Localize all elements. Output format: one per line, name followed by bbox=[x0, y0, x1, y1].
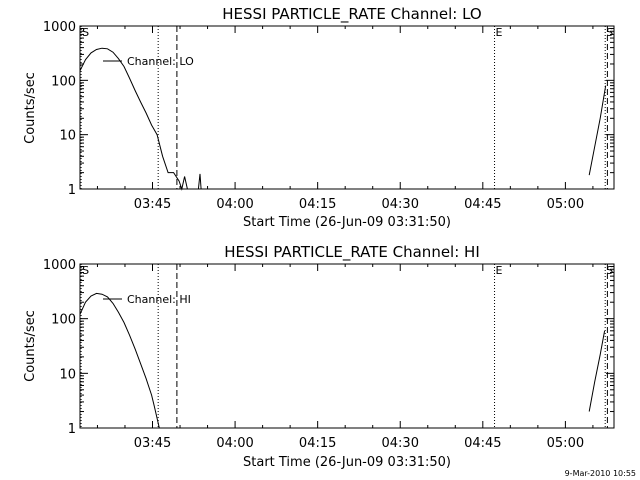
x-axis-label: Start Time (26-Jun-09 03:31:50) bbox=[243, 215, 451, 230]
chart-title: HESSI PARTICLE_RATE Channel: LO bbox=[222, 5, 481, 24]
x-tick-label: 04:45 bbox=[464, 436, 501, 451]
legend-label: Channel: HI bbox=[127, 293, 191, 306]
series-line bbox=[197, 173, 202, 190]
series-line bbox=[588, 330, 606, 412]
y-tick-label: 1000 bbox=[43, 20, 76, 35]
y-tick-label: 1 bbox=[68, 422, 76, 437]
plot-frame bbox=[79, 263, 615, 429]
marker-label: S bbox=[82, 26, 89, 39]
marker-label: S bbox=[606, 264, 613, 277]
x-tick-label: 04:30 bbox=[382, 436, 419, 451]
plot-frame bbox=[79, 25, 615, 190]
legend-label: Channel: LO bbox=[127, 55, 194, 68]
marker-label: S bbox=[82, 264, 89, 277]
x-tick-label: 04:15 bbox=[299, 197, 336, 212]
chart-title: HESSI PARTICLE_RATE Channel: HI bbox=[224, 243, 480, 262]
hi-channel-panel: HESSI PARTICLE_RATE Channel: HI Start Ti… bbox=[23, 243, 615, 470]
marker-label: E bbox=[496, 264, 503, 277]
y-axis-label: Counts/sec bbox=[23, 72, 38, 144]
y-axis-label: Counts/sec bbox=[23, 310, 38, 382]
y-tick-label: 10 bbox=[59, 367, 76, 382]
x-tick-label: 04:00 bbox=[216, 436, 253, 451]
x-tick-label: 03:45 bbox=[134, 436, 171, 451]
footer-timestamp: 9-Mar-2010 10:55 bbox=[565, 469, 636, 478]
x-axis-label: Start Time (26-Jun-09 03:31:50) bbox=[243, 455, 451, 470]
marker-label: S bbox=[606, 26, 613, 39]
x-tick-label: 04:45 bbox=[464, 197, 501, 212]
y-tick-label: 1000 bbox=[43, 258, 76, 273]
y-tick-label: 10 bbox=[59, 129, 76, 144]
y-tick-label: 100 bbox=[51, 74, 76, 89]
y-tick-label: 100 bbox=[51, 313, 76, 328]
x-tick-label: 04:00 bbox=[216, 197, 253, 212]
marker-label: E bbox=[496, 26, 503, 39]
series-line bbox=[588, 85, 607, 176]
x-tick-label: 03:45 bbox=[134, 197, 171, 212]
series-line bbox=[79, 47, 191, 191]
lo-channel-panel: HESSI PARTICLE_RATE Channel: LO Start Ti… bbox=[23, 5, 615, 230]
series-line bbox=[79, 292, 160, 429]
y-tick-label: 1 bbox=[68, 183, 76, 198]
x-tick-label: 05:00 bbox=[547, 197, 584, 212]
x-tick-label: 04:30 bbox=[382, 197, 419, 212]
x-tick-label: 04:15 bbox=[299, 436, 336, 451]
x-tick-label: 05:00 bbox=[547, 436, 584, 451]
